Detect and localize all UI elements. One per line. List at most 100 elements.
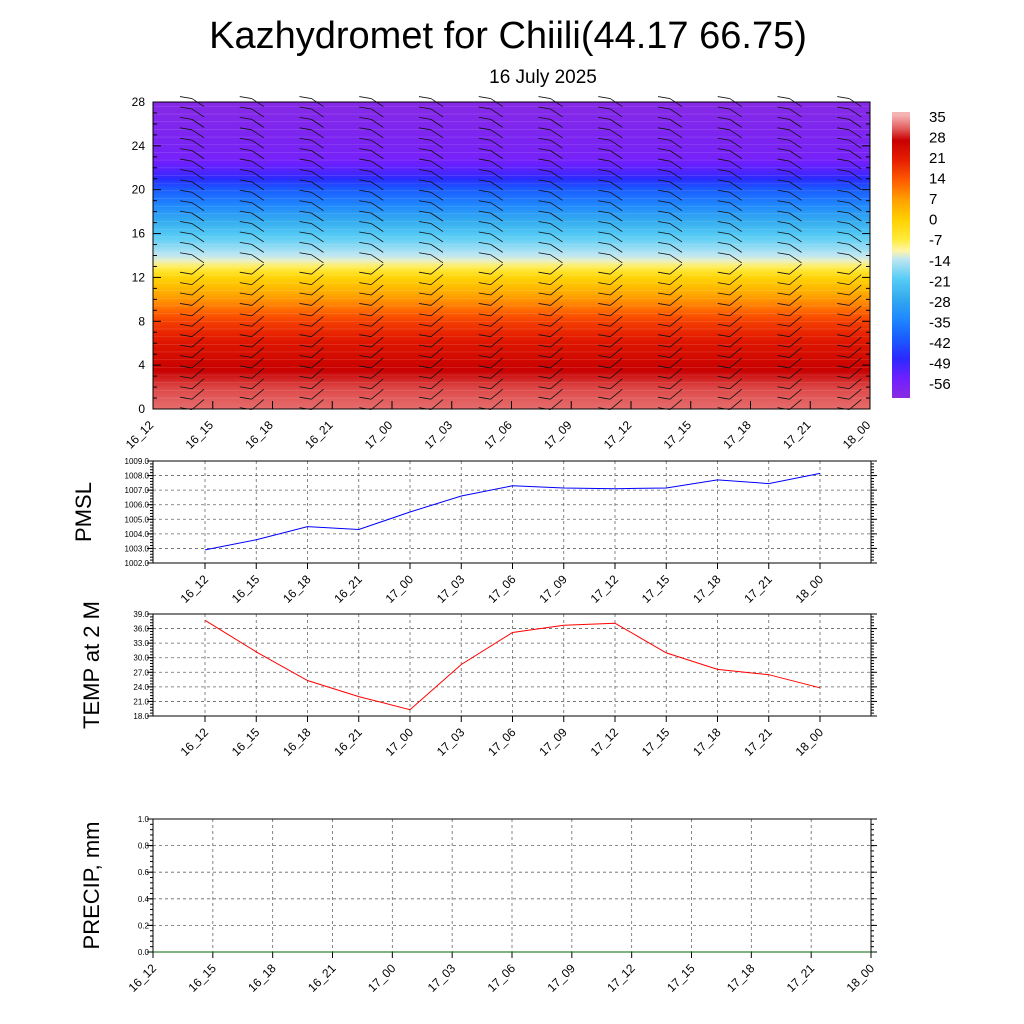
- cs-x-tick-label: 18_00: [840, 418, 874, 452]
- wind-barb: [657, 284, 683, 296]
- x-tick-label: 16_21: [331, 725, 365, 759]
- page-title: Kazhydromet for Chiili(44.17 66.75): [209, 15, 807, 57]
- wind-barb: [598, 210, 623, 222]
- wind-barb: [478, 231, 503, 243]
- wind-barb: [777, 252, 802, 264]
- wind-barb: [478, 210, 503, 222]
- wind-barb: [179, 336, 205, 348]
- wind-barb: [359, 336, 384, 348]
- wind-barb: [299, 305, 324, 317]
- x-tick-label: 16_15: [229, 572, 263, 606]
- y-tick-label: 0.8: [138, 842, 150, 851]
- wind-barb: [299, 96, 324, 107]
- wind-barb: [478, 336, 504, 348]
- wind-barb: [837, 148, 862, 159]
- wind-barb: [418, 357, 444, 369]
- x-tick-label: 17_09: [536, 725, 570, 759]
- wind-barb: [359, 106, 384, 118]
- wind-barb: [239, 189, 264, 201]
- x-tick-label: 17_06: [485, 725, 519, 759]
- wind-barb: [837, 357, 862, 369]
- wind-barb: [418, 189, 444, 201]
- wind-barb: [359, 200, 384, 212]
- x-tick-label: 16_18: [280, 725, 314, 759]
- x-tick-label: 17_09: [544, 961, 578, 995]
- y-tick-label: 18.0: [133, 712, 149, 721]
- wind-barb: [717, 315, 743, 327]
- wind-barb: [418, 378, 444, 390]
- series-line: [204, 619, 821, 711]
- y-tick-label: 1006.0: [125, 501, 150, 510]
- wind-barb: [179, 106, 205, 118]
- wind-barb: [657, 179, 683, 191]
- wind-barb: [717, 221, 742, 232]
- cs-y-tick-label: 4: [138, 358, 145, 372]
- wind-barb: [359, 252, 384, 264]
- wind-barb: [359, 158, 384, 170]
- cs-x-tick-label: 17_18: [720, 418, 754, 452]
- wind-barb: [418, 315, 444, 327]
- wind-barb: [478, 315, 504, 327]
- wind-barb: [717, 274, 743, 286]
- cs-x-tick-label: 17_12: [601, 418, 635, 452]
- wind-barb: [299, 106, 324, 118]
- cs-x-tick-label: 17_21: [780, 418, 814, 452]
- x-tick-label: 16_12: [178, 725, 212, 759]
- wind-barb: [299, 378, 324, 390]
- x-tick-label: 17_18: [724, 961, 758, 995]
- wind-barb: [777, 96, 802, 107]
- wind-barb: [538, 210, 563, 222]
- wind-barb: [359, 315, 384, 327]
- wind-barb: [299, 127, 324, 139]
- wind-barb: [418, 210, 444, 222]
- y-tick-label: 30.0: [133, 654, 149, 663]
- wind-barb: [239, 127, 264, 139]
- wind-barb: [657, 305, 683, 317]
- y-tick-label: 21.0: [133, 697, 149, 706]
- wind-barb: [179, 137, 205, 149]
- wind-barb: [179, 169, 205, 180]
- wind-barb: [837, 305, 862, 317]
- wind-barb: [717, 241, 742, 253]
- y-tick-label: 33.0: [133, 639, 149, 648]
- y-tick-label: 1007.0: [125, 486, 150, 495]
- wind-barb: [359, 148, 384, 159]
- wind-barb: [239, 252, 264, 264]
- cs-y-tick-label: 0: [138, 402, 145, 416]
- wind-barb: [299, 357, 324, 369]
- wind-barb: [299, 388, 324, 400]
- wind-barb: [657, 106, 683, 118]
- wind-barb: [478, 274, 504, 286]
- y-tick-label: 24.0: [133, 683, 149, 692]
- wind-barb: [239, 221, 264, 232]
- wind-barb: [717, 388, 743, 400]
- cs-x-tick-label: 17_15: [661, 418, 695, 452]
- wind-barb: [179, 315, 205, 327]
- wind-barb: [538, 127, 563, 139]
- x-tick-label: 17_12: [588, 725, 622, 759]
- wind-barb: [478, 137, 503, 149]
- wind-barb: [418, 284, 444, 296]
- wind-barb: [239, 295, 265, 306]
- x-tick-label: 16_12: [178, 572, 212, 606]
- wind-barb: [359, 378, 384, 390]
- wind-barb: [777, 116, 802, 128]
- wind-barb: [418, 200, 444, 212]
- wind-barb: [299, 169, 324, 180]
- wind-barb: [418, 148, 444, 159]
- pmsl-panel: 1002.0 1003.0 1004.0 1005.0 1006.0 1007.0 1008…: [71, 457, 877, 606]
- wind-barb: [478, 241, 503, 253]
- wind-barb: [598, 169, 623, 180]
- wind-barb: [837, 137, 862, 149]
- wind-barb: [239, 231, 264, 243]
- wind-barb: [239, 210, 264, 222]
- colorbar-tick-label: 28: [929, 130, 946, 147]
- x-tick-label: 16_18: [280, 572, 314, 606]
- y-tick-label: 1002.0: [125, 559, 150, 568]
- wind-barb: [478, 158, 503, 170]
- colorbar-tick-label: 7: [929, 191, 937, 208]
- wind-barb: [777, 274, 802, 286]
- wind-barb: [478, 347, 504, 358]
- wind-barb: [418, 388, 444, 400]
- wind-barb: [239, 378, 265, 390]
